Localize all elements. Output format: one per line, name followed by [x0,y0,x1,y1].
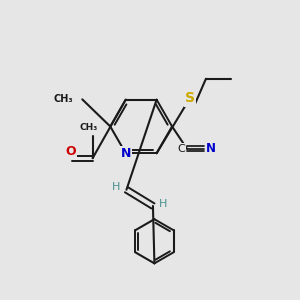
Text: N: N [121,147,131,160]
Text: S: S [185,92,195,106]
Text: CH₃: CH₃ [54,94,74,104]
Text: N: N [206,142,216,155]
Text: CH₃: CH₃ [79,122,97,131]
Text: H: H [112,182,120,192]
Text: C: C [178,143,185,154]
Text: H: H [159,199,167,208]
Text: O: O [65,145,76,158]
